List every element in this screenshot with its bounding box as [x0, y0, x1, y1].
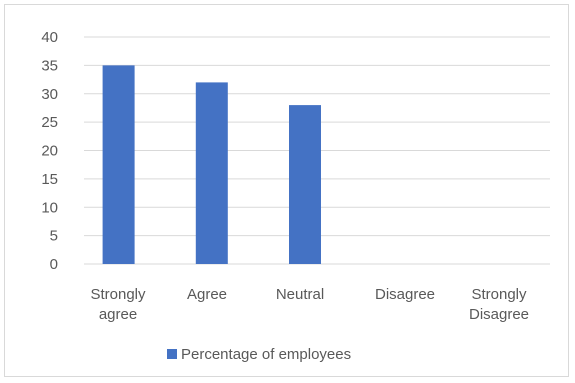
- legend: Percentage of employees: [167, 346, 351, 363]
- y-tick-label: 10: [41, 199, 58, 216]
- legend-label: Percentage of employees: [181, 346, 351, 363]
- y-tick-label: 15: [41, 171, 58, 188]
- legend-swatch: [167, 349, 177, 359]
- x-category-label: Disagree: [375, 286, 435, 303]
- y-tick-label: 40: [41, 29, 58, 46]
- y-tick-label: 0: [50, 256, 58, 273]
- y-axis-ticks: 0 5 10 15 20 25 30 35 40: [41, 29, 58, 273]
- x-category-label: Agree: [187, 286, 227, 303]
- y-tick-label: 20: [41, 143, 58, 160]
- y-tick-label: 25: [41, 114, 58, 131]
- y-tick-label: 30: [41, 86, 58, 103]
- bars: [102, 65, 321, 265]
- bar: [102, 65, 135, 264]
- x-category-label: Strongly agree: [90, 286, 146, 323]
- chart-frame: [4, 4, 569, 377]
- x-category-label: Strongly Disagree: [469, 286, 529, 323]
- y-tick-label: 35: [41, 57, 58, 74]
- bar: [289, 105, 321, 264]
- x-category-label: Neutral: [276, 286, 324, 303]
- bar: [195, 82, 228, 265]
- y-tick-label: 5: [50, 228, 58, 245]
- x-axis-labels: Strongly agree Agree Neutral Disagree Strongl…: [90, 286, 529, 323]
